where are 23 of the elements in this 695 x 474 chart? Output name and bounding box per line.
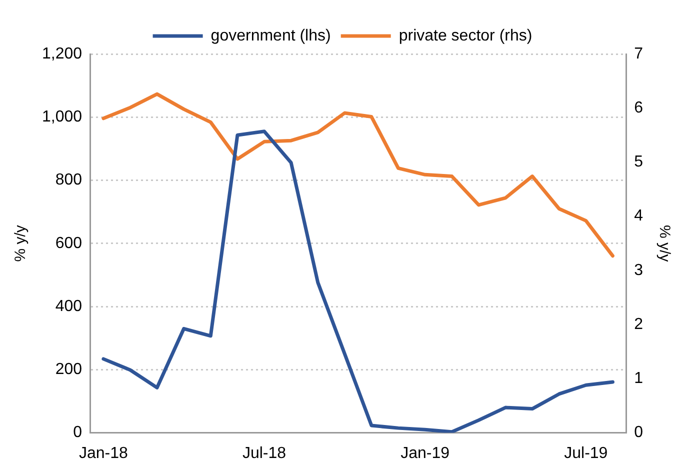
x-tick-label: Jan-19 [400, 444, 450, 462]
y2-tick-label: 4 [634, 208, 644, 225]
y2-axis-title: % y/y [656, 225, 673, 262]
y-tick-label: 1,200 [42, 45, 82, 62]
x-tick-label: Jul-18 [242, 444, 286, 462]
y-axis-title: % y/y [12, 224, 30, 262]
y2-tick-label: 1 [634, 370, 644, 388]
y2-tick-label: 3 [634, 262, 644, 279]
y-tick-label: 400 [55, 298, 82, 315]
y-tick-label: 0 [73, 424, 82, 442]
y2-tick-label: 7 [634, 45, 644, 62]
y-tick-label: 200 [55, 361, 82, 378]
legend-label: government (lhs) [210, 27, 331, 44]
x-tick-label: Jan-18 [78, 444, 128, 462]
legend-label: private sector (rhs) [398, 27, 532, 44]
y2-tick-label: 6 [634, 100, 644, 117]
y2-tick-label: 0 [634, 424, 644, 442]
y-tick-label: 600 [55, 234, 82, 252]
y2-tick-label: 5 [634, 154, 644, 171]
y-tick-label: 1,000 [42, 108, 82, 126]
y2-tick-label: 2 [634, 316, 644, 333]
y-tick-label: 800 [55, 172, 82, 189]
x-tick-label: Jul-19 [564, 444, 608, 462]
